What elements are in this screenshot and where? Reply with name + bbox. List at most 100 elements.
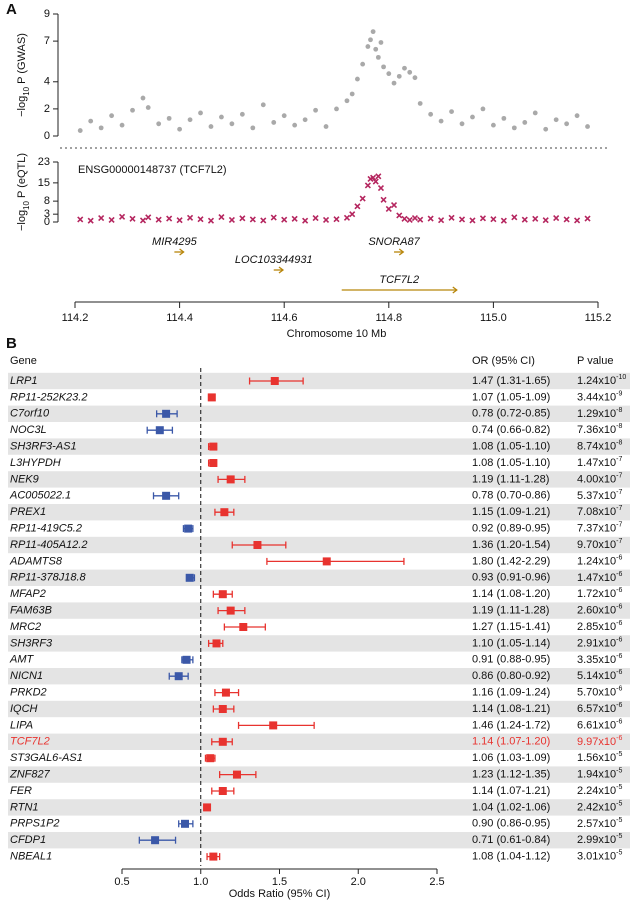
point <box>521 216 528 223</box>
point <box>402 65 407 71</box>
point <box>380 196 387 203</box>
point <box>281 113 287 119</box>
point <box>145 214 152 221</box>
or-label: 1.14 (1.08-1.20) <box>472 588 550 600</box>
label-part: −log <box>16 96 28 117</box>
point <box>349 211 356 218</box>
point <box>411 215 419 222</box>
p-base: 2.60x10 <box>577 605 616 617</box>
or-label: 1.46 (1.24-1.72) <box>472 719 550 731</box>
point <box>543 126 549 132</box>
or-label: 1.47 (1.31-1.65) <box>472 375 550 387</box>
p-base: 5.37x10 <box>577 490 616 502</box>
point <box>354 203 361 210</box>
p-exp: -6 <box>616 685 622 692</box>
or-label: 1.80 (1.42-2.29) <box>472 555 550 567</box>
p-exp: -8 <box>616 423 622 430</box>
y-axis-label: −log10 P (eQTL) <box>16 153 31 231</box>
row-band <box>8 832 630 849</box>
gene-name: ST3GAL6-AS1 <box>10 752 83 764</box>
or-label: 0.86 (0.80-0.92) <box>472 670 550 682</box>
p-value: 5.14x10-6 <box>577 669 622 682</box>
p-base: 3.35x10 <box>577 654 616 666</box>
point <box>375 173 382 180</box>
y-tick-label: 3 <box>44 208 50 220</box>
x-tick-label: 114.4 <box>166 312 193 324</box>
gene-name: NBEAL1 <box>10 851 52 863</box>
gene-name: L3HYPDH <box>10 457 61 469</box>
gene-name: AMT <box>9 654 35 666</box>
p-base: 1.56x10 <box>577 752 616 764</box>
p-value: 2.99x10-5 <box>577 833 622 846</box>
point <box>166 115 172 121</box>
y-axis-label: −log10 P (GWAS) <box>16 33 31 117</box>
p-value: 3.01x10-5 <box>577 849 622 862</box>
p-base: 6.57x10 <box>577 703 616 715</box>
or-label: 0.74 (0.66-0.82) <box>472 424 550 436</box>
point <box>249 216 256 223</box>
point <box>198 110 203 116</box>
point <box>500 217 507 224</box>
gene-name: MRC2 <box>10 621 41 633</box>
x-tick-label: 114.6 <box>271 312 298 324</box>
x-tick-label: 1.0 <box>193 876 208 888</box>
point <box>219 114 224 120</box>
gene-name: AC005022.1 <box>9 490 71 502</box>
point <box>155 216 162 223</box>
p-value: 2.60x10-6 <box>577 603 622 616</box>
p-value: 9.97x10-6 <box>577 735 622 748</box>
row-band <box>8 569 630 586</box>
or-point <box>185 573 194 582</box>
row-band <box>8 438 630 455</box>
gene-name: C7orf10 <box>10 408 50 420</box>
point <box>186 214 194 221</box>
p-value: 7.08x10-7 <box>577 505 622 518</box>
row-band <box>8 733 630 750</box>
p-base: 2.42x10 <box>577 801 616 813</box>
or-point <box>174 672 183 681</box>
column-header: Gene <box>10 355 37 367</box>
point <box>417 101 423 106</box>
or-point <box>182 655 191 664</box>
p-base: 1.24x10 <box>577 375 616 387</box>
point <box>119 213 126 220</box>
point <box>585 124 590 129</box>
or-point <box>184 524 193 533</box>
y-tick-label: 8 <box>44 195 50 207</box>
point <box>355 76 360 82</box>
x-tick-label: 114.8 <box>375 312 402 324</box>
or-point <box>151 836 160 845</box>
or-point <box>226 606 235 615</box>
p-value: 5.70x10-6 <box>577 685 622 698</box>
row-band <box>8 766 630 783</box>
eqtl-title: ENSG00000148737 (TCF7L2) <box>78 164 227 176</box>
gene-name: PRKD2 <box>10 687 47 699</box>
point <box>177 126 183 132</box>
arrow-head <box>179 248 185 256</box>
or-point <box>162 409 171 418</box>
gene-name: NEK9 <box>10 473 39 485</box>
y-tick-label: 9 <box>44 8 50 20</box>
or-point <box>218 737 227 746</box>
row-band <box>8 602 630 619</box>
point <box>470 114 475 120</box>
gene-label: LOC103344931 <box>235 254 313 266</box>
gene-name: RP11-378J18.8 <box>10 572 87 584</box>
gene-name: CFDP1 <box>10 834 46 846</box>
p-exp: -7 <box>616 521 622 528</box>
gene-label: SNORA87 <box>368 236 420 248</box>
gene-name: FER <box>10 785 32 797</box>
p-base: 4.00x10 <box>577 473 616 485</box>
point <box>458 216 466 223</box>
or-point <box>220 508 229 517</box>
point <box>343 214 351 221</box>
point <box>391 80 397 86</box>
p-exp: -5 <box>616 817 622 824</box>
point <box>364 182 371 189</box>
point <box>368 37 373 43</box>
point <box>250 125 256 131</box>
point <box>88 118 94 124</box>
or-point <box>253 541 262 549</box>
or-point <box>218 705 227 713</box>
